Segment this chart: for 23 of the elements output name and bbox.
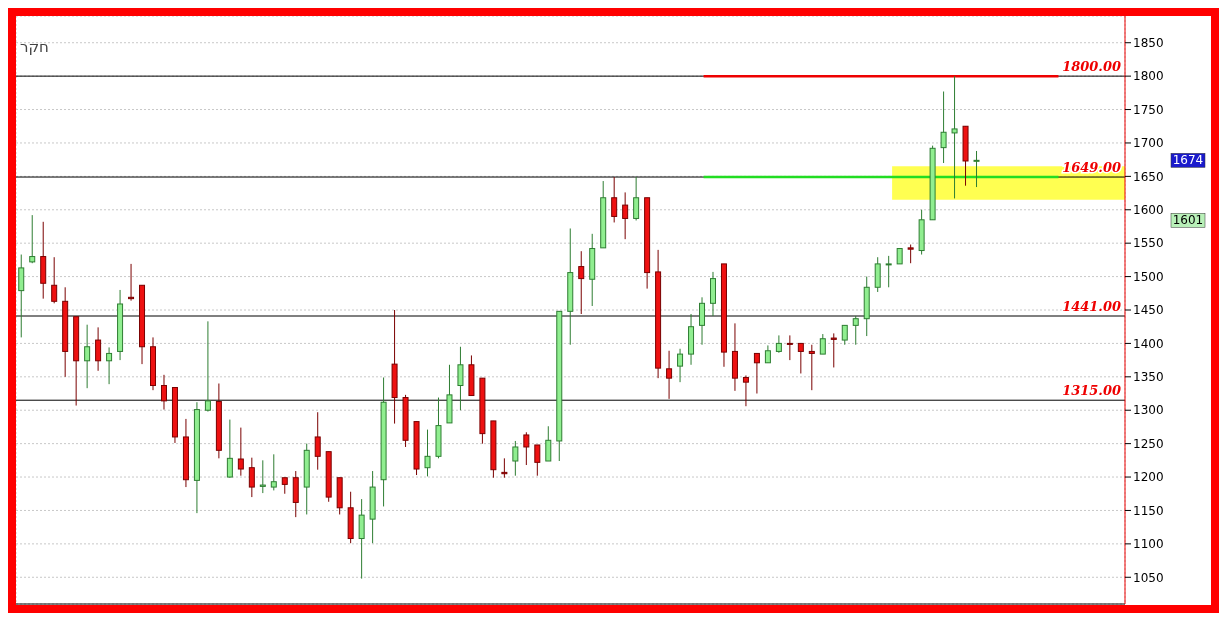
text: 1601 — [1172, 213, 1204, 228]
y-tick-label: 1150 — [1133, 503, 1164, 518]
y-tick-label: 1300 — [1133, 403, 1164, 418]
y-tick-label: 1350 — [1133, 370, 1164, 385]
y-tick-label: 1250 — [1133, 436, 1164, 451]
y-tick-label: 1800 — [1133, 69, 1164, 84]
y-tick-label: 1500 — [1133, 269, 1164, 284]
y-tick-label: 1050 — [1133, 570, 1164, 585]
ref-line-label: 1315.00 — [1062, 383, 1121, 399]
text: 1674 — [1172, 153, 1204, 168]
y-tick-label: 1650 — [1133, 169, 1164, 184]
y-tick-label: 1200 — [1133, 470, 1164, 485]
y-tick-label: 1750 — [1133, 102, 1164, 117]
y-tick-label: 1550 — [1133, 236, 1164, 251]
ref-line-label: 1800.00 — [1062, 59, 1121, 75]
y-tick-label: 1850 — [1133, 35, 1164, 50]
y-tick-label: 1700 — [1133, 136, 1164, 151]
y-tick-label: 1400 — [1133, 336, 1164, 351]
ref-line-label: 1441.00 — [1062, 299, 1121, 315]
y-tick-label: 1600 — [1133, 203, 1164, 218]
y-tick-label: 1450 — [1133, 303, 1164, 318]
annotation: חקר — [20, 38, 49, 56]
y-tick-label: 1100 — [1133, 537, 1164, 552]
